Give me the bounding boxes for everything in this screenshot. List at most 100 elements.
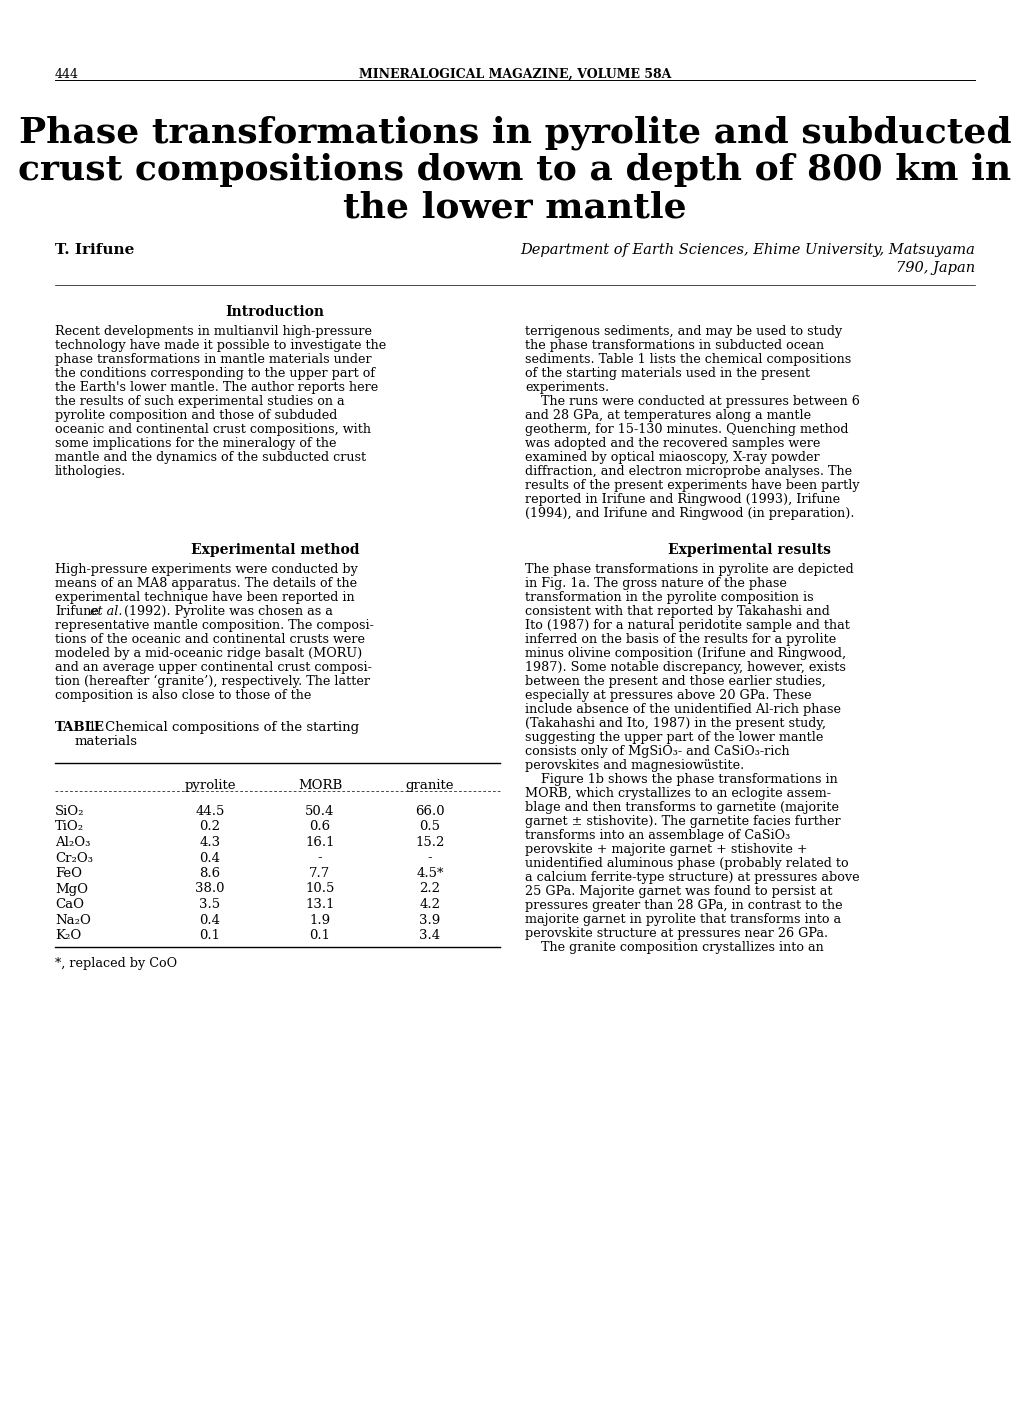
Text: TiO₂: TiO₂ [55, 821, 84, 834]
Text: 0.2: 0.2 [200, 821, 220, 834]
Text: diffraction, and electron microprobe analyses. The: diffraction, and electron microprobe ana… [525, 466, 851, 478]
Text: some implications for the mineralogy of the: some implications for the mineralogy of … [55, 437, 336, 450]
Text: 10.5: 10.5 [305, 882, 334, 896]
Text: MORB, which crystallizes to an eclogite assem-: MORB, which crystallizes to an eclogite … [525, 787, 830, 800]
Text: 44.5: 44.5 [195, 806, 224, 818]
Text: MgO: MgO [55, 882, 88, 896]
Text: Experimental method: Experimental method [191, 543, 359, 557]
Text: Irifune: Irifune [55, 605, 99, 618]
Text: suggesting the upper part of the lower mantle: suggesting the upper part of the lower m… [525, 731, 822, 744]
Text: -: - [317, 851, 322, 865]
Text: materials: materials [75, 735, 138, 748]
Text: especially at pressures above 20 GPa. These: especially at pressures above 20 GPa. Th… [525, 689, 811, 703]
Text: garnet ± stishovite). The garnetite facies further: garnet ± stishovite). The garnetite faci… [525, 816, 840, 828]
Text: 8.6: 8.6 [200, 866, 220, 880]
Text: the phase transformations in subducted ocean: the phase transformations in subducted o… [525, 339, 823, 351]
Text: terrigenous sediments, and may be used to study: terrigenous sediments, and may be used t… [525, 325, 842, 339]
Text: Figure 1b shows the phase transformations in: Figure 1b shows the phase transformation… [525, 773, 837, 786]
Text: (1994), and Irifune and Ringwood (in preparation).: (1994), and Irifune and Ringwood (in pre… [525, 507, 854, 521]
Text: 0.4: 0.4 [200, 913, 220, 927]
Text: oceanic and continental crust compositions, with: oceanic and continental crust compositio… [55, 423, 371, 436]
Text: The phase transformations in pyrolite are depicted: The phase transformations in pyrolite ar… [525, 563, 853, 576]
Text: Department of Earth Sciences, Ehime University, Matsuyama: Department of Earth Sciences, Ehime Univ… [520, 243, 974, 257]
Text: inferred on the basis of the results for a pyrolite: inferred on the basis of the results for… [525, 634, 836, 646]
Text: technology have made it possible to investigate the: technology have made it possible to inve… [55, 339, 386, 351]
Text: perovskite structure at pressures near 26 GPa.: perovskite structure at pressures near 2… [525, 927, 827, 940]
Text: 4.5*: 4.5* [416, 866, 443, 880]
Text: High-pressure experiments were conducted by: High-pressure experiments were conducted… [55, 563, 358, 576]
Text: phase transformations in mantle materials under: phase transformations in mantle material… [55, 353, 371, 365]
Text: in Fig. 1a. The gross nature of the phase: in Fig. 1a. The gross nature of the phas… [525, 577, 786, 590]
Text: Al₂O₃: Al₂O₃ [55, 835, 91, 849]
Text: Phase transformations in pyrolite and subducted: Phase transformations in pyrolite and su… [18, 116, 1010, 150]
Text: 4.3: 4.3 [200, 835, 220, 849]
Text: 66.0: 66.0 [415, 806, 444, 818]
Text: 13.1: 13.1 [305, 897, 334, 912]
Text: Cr₂O₃: Cr₂O₃ [55, 851, 93, 865]
Text: experimental technique have been reported in: experimental technique have been reporte… [55, 591, 355, 604]
Text: geotherm, for 15-130 minutes. Quenching method: geotherm, for 15-130 minutes. Quenching … [525, 423, 848, 436]
Text: The granite composition crystallizes into an: The granite composition crystallizes int… [525, 941, 823, 954]
Text: The runs were conducted at pressures between 6: The runs were conducted at pressures bet… [525, 395, 859, 408]
Text: the results of such experimental studies on a: the results of such experimental studies… [55, 395, 344, 408]
Text: a calcium ferrite-type structure) at pressures above: a calcium ferrite-type structure) at pre… [525, 871, 859, 885]
Text: the conditions corresponding to the upper part of: the conditions corresponding to the uppe… [55, 367, 375, 380]
Text: unidentified aluminous phase (probably related to: unidentified aluminous phase (probably r… [525, 856, 848, 871]
Text: blage and then transforms to garnetite (majorite: blage and then transforms to garnetite (… [525, 801, 839, 814]
Text: MORB: MORB [298, 779, 341, 792]
Text: 3.9: 3.9 [419, 913, 440, 927]
Text: and 28 GPa, at temperatures along a mantle: and 28 GPa, at temperatures along a mant… [525, 409, 810, 422]
Text: Na₂O: Na₂O [55, 913, 91, 927]
Text: Ito (1987) for a natural peridotite sample and that: Ito (1987) for a natural peridotite samp… [525, 619, 849, 632]
Text: Introduction: Introduction [225, 305, 324, 319]
Text: sediments. Table 1 lists the chemical compositions: sediments. Table 1 lists the chemical co… [525, 353, 851, 365]
Text: examined by optical miaoscopy, X-ray powder: examined by optical miaoscopy, X-ray pow… [525, 452, 819, 464]
Text: pressures greater than 28 GPa, in contrast to the: pressures greater than 28 GPa, in contra… [525, 899, 842, 912]
Text: CaO: CaO [55, 897, 84, 912]
Text: transformation in the pyrolite composition is: transformation in the pyrolite compositi… [525, 591, 813, 604]
Text: perovskite + majorite garnet + stishovite +: perovskite + majorite garnet + stishovit… [525, 842, 807, 856]
Text: 790, Japan: 790, Japan [895, 261, 974, 275]
Text: et al.: et al. [90, 605, 122, 618]
Text: 50.4: 50.4 [305, 806, 334, 818]
Text: and an average upper continental crust composi-: and an average upper continental crust c… [55, 660, 372, 674]
Text: between the present and those earlier studies,: between the present and those earlier st… [525, 674, 825, 689]
Text: the Earth's lower mantle. The author reports here: the Earth's lower mantle. The author rep… [55, 381, 378, 394]
Text: reported in Irifune and Ringwood (1993), Irifune: reported in Irifune and Ringwood (1993),… [525, 492, 840, 507]
Text: 16.1: 16.1 [305, 835, 334, 849]
Text: *, replaced by CoO: *, replaced by CoO [55, 957, 177, 969]
Text: K₂O: K₂O [55, 928, 82, 943]
Text: 0.1: 0.1 [200, 928, 220, 943]
Text: 2.2: 2.2 [419, 882, 440, 896]
Text: perovskites and magnesiowüstite.: perovskites and magnesiowüstite. [525, 759, 744, 772]
Text: Recent developments in multianvil high-pressure: Recent developments in multianvil high-p… [55, 325, 372, 339]
Text: include absence of the unidentified Al-rich phase: include absence of the unidentified Al-r… [525, 703, 841, 715]
Text: means of an MA8 apparatus. The details of the: means of an MA8 apparatus. The details o… [55, 577, 357, 590]
Text: 7.7: 7.7 [309, 866, 330, 880]
Text: tions of the oceanic and continental crusts were: tions of the oceanic and continental cru… [55, 634, 365, 646]
Text: minus olivine composition (Irifune and Ringwood,: minus olivine composition (Irifune and R… [525, 648, 846, 660]
Text: 1. Chemical compositions of the starting: 1. Chemical compositions of the starting [85, 721, 360, 734]
Text: pyrolite composition and those of subduded: pyrolite composition and those of subdud… [55, 409, 337, 422]
Text: lithologies.: lithologies. [55, 466, 126, 478]
Text: results of the present experiments have been partly: results of the present experiments have … [525, 478, 859, 492]
Text: 0.5: 0.5 [419, 821, 440, 834]
Text: 0.4: 0.4 [200, 851, 220, 865]
Text: majorite garnet in pyrolite that transforms into a: majorite garnet in pyrolite that transfo… [525, 913, 841, 926]
Text: experiments.: experiments. [525, 381, 608, 394]
Text: 4.2: 4.2 [419, 897, 440, 912]
Text: (Takahashi and Ito, 1987) in the present study,: (Takahashi and Ito, 1987) in the present… [525, 717, 825, 729]
Text: tion (hereafter ‘granite’), respectively. The latter: tion (hereafter ‘granite’), respectively… [55, 674, 370, 689]
Text: composition is also close to those of the: composition is also close to those of th… [55, 689, 311, 703]
Text: TABLE: TABLE [55, 721, 105, 734]
Text: was adopted and the recovered samples were: was adopted and the recovered samples we… [525, 437, 819, 450]
Text: -: - [427, 851, 432, 865]
Text: MINERALOGICAL MAGAZINE, VOLUME 58A: MINERALOGICAL MAGAZINE, VOLUME 58A [359, 68, 671, 80]
Text: 15.2: 15.2 [415, 835, 444, 849]
Text: 444: 444 [55, 68, 78, 80]
Text: consists only of MgSiO₃- and CaSiO₃-rich: consists only of MgSiO₃- and CaSiO₃-rich [525, 745, 789, 758]
Text: Experimental results: Experimental results [667, 543, 830, 557]
Text: representative mantle composition. The composi-: representative mantle composition. The c… [55, 619, 374, 632]
Text: of the starting materials used in the present: of the starting materials used in the pr… [525, 367, 809, 380]
Text: transforms into an assemblage of CaSiO₃: transforms into an assemblage of CaSiO₃ [525, 830, 790, 842]
